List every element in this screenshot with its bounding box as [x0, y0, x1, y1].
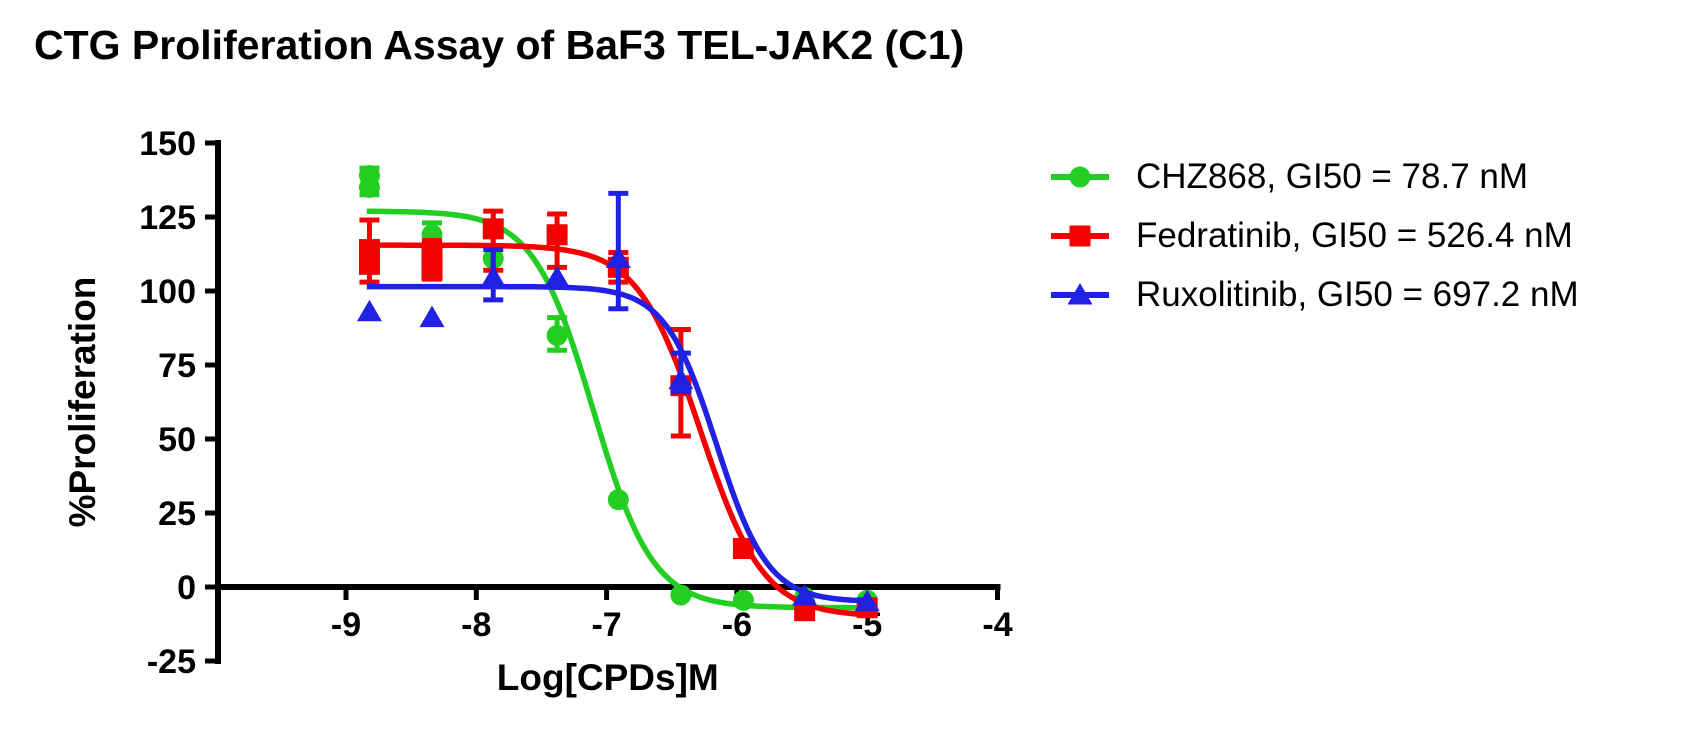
y-tick-label: 0 [177, 569, 196, 607]
legend-entry-chz868: CHZ868, GI50 = 78.7 nM [1048, 157, 1579, 196]
y-tick-label: 100 [139, 273, 196, 311]
ruxolitinib-data-point [668, 367, 694, 390]
legend: CHZ868, GI50 = 78.7 nM Fedratinib, GI50 … [1048, 157, 1579, 314]
chz868-data-point [546, 324, 568, 346]
fedratinib-data-point [732, 538, 754, 560]
y-axis-title: %Proliferation [62, 277, 103, 528]
ruxolitinib-data-point [356, 299, 382, 322]
legend-label-fedratinib: Fedratinib, GI50 = 526.4 nM [1136, 216, 1573, 255]
fedratinib-data-point [794, 600, 816, 622]
chz868-data-point [732, 589, 754, 611]
ruxolitinib-data-point [854, 589, 880, 612]
ruxolitinib-data-point [419, 305, 445, 328]
y-tick-label: 25 [158, 495, 196, 533]
triangle-marker-icon [1051, 283, 1109, 305]
ruxolitinib-data-point [605, 246, 631, 268]
fedratinib-data-point [421, 242, 443, 264]
x-tick-label: -7 [591, 606, 621, 644]
x-tick-label: -8 [461, 606, 491, 644]
ruxolitinib-data-point [792, 583, 818, 606]
circle-marker-icon [1051, 166, 1109, 188]
chz868-fit-curve [366, 208, 868, 611]
x-tick-label: -4 [982, 606, 1012, 644]
chz868-data-point [670, 584, 692, 606]
legend-label-ruxolitinib: Ruxolitinib, GI50 = 697.2 nM [1136, 275, 1579, 314]
legend-marker-shape [1069, 166, 1091, 188]
legend-marker-shape [1069, 225, 1091, 247]
ruxolitinib-fit-curve [366, 283, 868, 604]
x-axis-title: Log[CPDs]M [497, 657, 719, 698]
fedratinib-data-point [358, 253, 380, 275]
fedratinib-data-point [482, 218, 504, 240]
ruxolitinib-data-point [480, 265, 506, 288]
y-tick-label: 75 [158, 347, 196, 385]
x-tick-label: -9 [331, 606, 361, 644]
fedratinib-data-point [421, 259, 443, 281]
legend-entry-fedratinib: Fedratinib, GI50 = 526.4 nM [1048, 216, 1579, 255]
x-tick-label: -6 [722, 606, 752, 644]
legend-entry-ruxolitinib: Ruxolitinib, GI50 = 697.2 nM [1048, 275, 1579, 314]
chz868-data-point [607, 489, 629, 511]
fedratinib-data-point [546, 224, 568, 246]
legend-label-chz868: CHZ868, GI50 = 78.7 nM [1136, 157, 1529, 196]
y-tick-label: 50 [158, 421, 196, 459]
y-tick-label: 125 [139, 199, 196, 237]
square-marker-icon [1051, 225, 1109, 247]
ruxolitinib-data-point [544, 265, 570, 288]
chart-title: CTG Proliferation Assay of BaF3 TEL-JAK2… [34, 22, 965, 68]
chz868-data-point [358, 176, 380, 198]
y-tick-label: -25 [147, 643, 196, 681]
legend-marker-shape [1067, 283, 1093, 305]
y-tick-label: 150 [139, 125, 196, 163]
